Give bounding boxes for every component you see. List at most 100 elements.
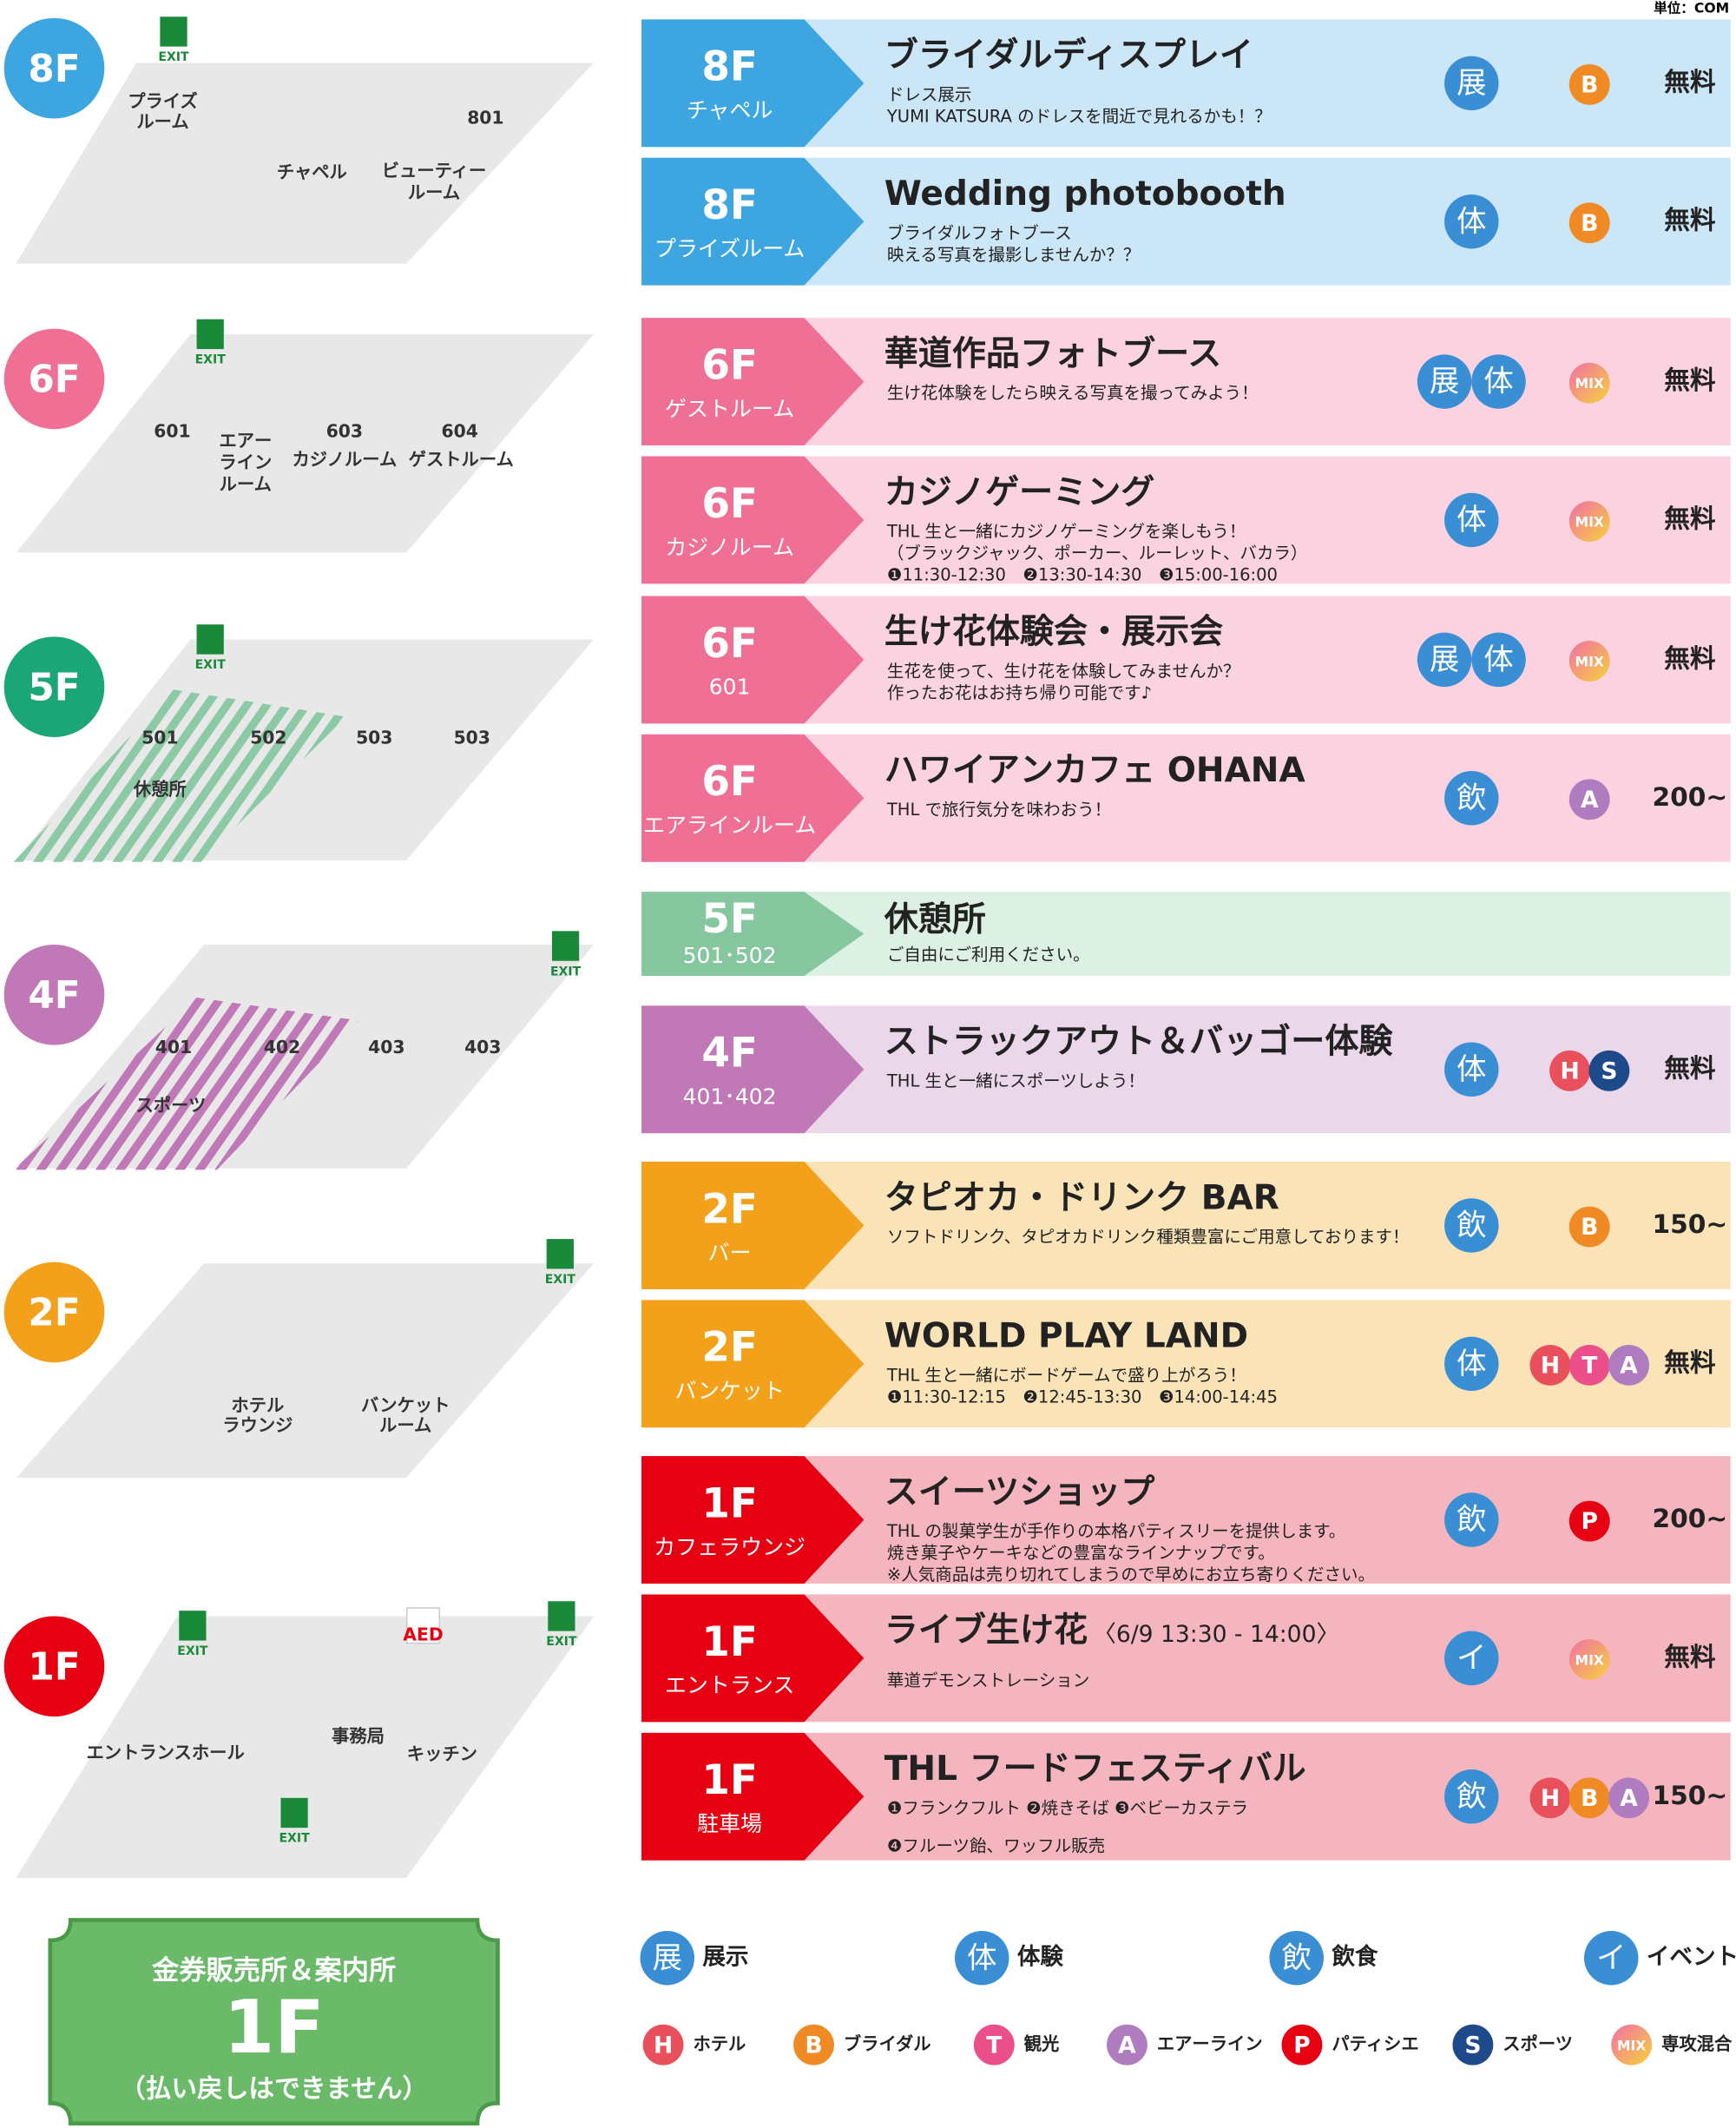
type-icon (1444, 492, 1499, 548)
event-title: スイーツショップ (884, 1472, 1156, 1512)
event-floor: 5F (701, 895, 758, 943)
floor-arrow (641, 1732, 865, 1861)
dept-icon-label: H (1541, 1352, 1560, 1379)
type-icon (640, 1930, 694, 1986)
exit-label: EXIT (158, 50, 189, 64)
event-title: ブライダルディスプレイ (884, 36, 1253, 76)
event-room: カジノルーム (665, 535, 794, 560)
event-title-note: 〈6/9 13:30 - 14:00〉 (1093, 1621, 1339, 1648)
exit-sign (160, 16, 187, 47)
type-icon (1269, 1930, 1324, 1986)
dept-icon-label: P (1581, 1508, 1598, 1535)
dept-icon-label: B (1581, 71, 1598, 98)
type-icon-label: 体 (967, 1940, 996, 1975)
room-label: 801 (467, 107, 503, 128)
event-floor: 6F (701, 341, 758, 389)
dept-icon (1107, 2024, 1147, 2065)
room-label: 604 (442, 420, 478, 441)
type-legend-label: 飲食 (1332, 1944, 1378, 1971)
aed-sign (405, 1607, 441, 1644)
event-desc: THL 生と一緒にボードゲームで盛り上がろう！ (886, 1365, 1246, 1385)
floor-plans (10, 60, 601, 1881)
room-label: 503 (356, 728, 392, 748)
type-icon (1471, 632, 1526, 688)
type-icon (1444, 1769, 1499, 1824)
exit-label: EXIT (177, 1644, 208, 1658)
type-legend-label: イベント (1647, 1944, 1736, 1971)
event-desc: ❶フランクフルト ❷焼きそば ❸ベビーカステラ (887, 1798, 1248, 1818)
dept-icon (1568, 1777, 1610, 1819)
event-room: ゲストルーム (665, 396, 794, 421)
type-icon-label: 体 (1457, 1052, 1486, 1087)
event-desc: 映える写真を撮影しませんか？？ (887, 245, 1141, 265)
room-label: スポーツ (135, 1095, 206, 1116)
dept-icon (1568, 779, 1610, 820)
dept-icon-label: S (1601, 1057, 1617, 1084)
event-floor: 4F (701, 1030, 758, 1077)
floor-badge-label: 2F (28, 1291, 80, 1335)
room-label: ライン (219, 451, 272, 472)
dept-legend-label: 観光 (1024, 2033, 1060, 2054)
type-icon-label: 飲 (1457, 1503, 1486, 1538)
type-icon (1584, 1930, 1639, 1986)
floor-badge (3, 945, 105, 1045)
dept-icon (1611, 2024, 1653, 2065)
event-price: 無料 (1664, 365, 1716, 395)
room-label: バンケット (361, 1394, 450, 1415)
room-label: 501 (141, 728, 178, 748)
room-label: AED (403, 1624, 443, 1644)
type-icon (1444, 1198, 1499, 1253)
type-icon (1444, 771, 1499, 826)
floor-badge (3, 328, 105, 430)
dept-icon (1568, 63, 1610, 105)
room-label: ルーム (136, 111, 188, 132)
ticket-floor: 1F (223, 1985, 324, 2070)
dept-icon (1568, 1344, 1610, 1386)
event-title: 華道作品フォトブース (884, 334, 1222, 373)
ticket-note: （払い戻しはできません） (120, 2072, 428, 2103)
exit-sign (551, 931, 580, 961)
exit-label: EXIT (550, 965, 582, 978)
dept-icon-label: T (1581, 1352, 1597, 1379)
rest-area (13, 689, 346, 862)
event-floor: 2F (701, 1185, 758, 1233)
type-icon (1444, 1631, 1499, 1686)
dept-icon (1608, 1344, 1649, 1386)
event-price: 200~ (1652, 1503, 1727, 1533)
floor-arrow (641, 1005, 865, 1134)
floor-arrow (641, 19, 865, 148)
event-desc: ブライダルフォトブース (887, 223, 1072, 243)
event-room: 601 (709, 675, 751, 700)
type-icon (1444, 1492, 1499, 1547)
event-title: Wedding photobooth (884, 175, 1286, 214)
floor-arrow (641, 318, 865, 445)
event-title: 休憩所 (884, 900, 986, 939)
exit-label: EXIT (195, 658, 227, 672)
room-label: ホテル (231, 1394, 284, 1415)
event-desc: THL で旅行気分を味わおう！ (886, 800, 1111, 820)
dept-icon (973, 2024, 1015, 2065)
room-label: プライズ (128, 91, 198, 112)
dept-icon (1568, 641, 1610, 682)
dept-icon (1568, 202, 1610, 244)
event-title: WORLD PLAY LAND (884, 1317, 1248, 1356)
type-icon (1444, 56, 1499, 111)
event-price: 無料 (1664, 642, 1716, 673)
event-room: プライズルーム (654, 236, 806, 261)
event-desc: ❹フルーツ飴、ワッフル販売 (887, 1836, 1105, 1856)
floor-arrow (641, 1456, 865, 1584)
room-label: エアー (219, 430, 272, 451)
room-label: 603 (326, 420, 363, 441)
event-room: 401･402 (683, 1084, 777, 1110)
dept-icon-label: S (1464, 2032, 1481, 2059)
exit-sign (546, 1239, 574, 1269)
event-desc: ご自由にご利用ください。 (887, 945, 1090, 965)
event-floor: 1F (701, 1756, 758, 1804)
event-room: チャペル (687, 98, 773, 123)
event-title: カジノゲーミング (884, 473, 1155, 512)
event-desc: THL の製菓学生が手作りの本格パティスリーを提供します。 (886, 1521, 1345, 1541)
floor-arrow (641, 892, 865, 976)
exit-sign (179, 1611, 207, 1641)
ticket-title: 金券販売所＆案内所 (151, 1954, 396, 1986)
event-floor: 6F (701, 480, 758, 528)
